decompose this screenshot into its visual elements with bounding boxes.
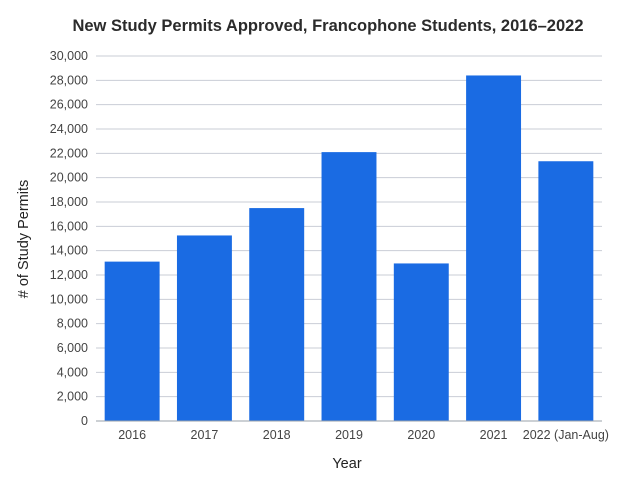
y-tick-label: 14,000 [50,244,88,258]
y-tick-label: 6,000 [57,341,88,355]
y-tick-label: 8,000 [57,317,88,331]
y-tick-label: 4,000 [57,365,88,379]
bar-2022 [538,161,594,421]
y-axis-ticks: 0 2,000 4,000 6,000 8,000 10,000 12,000 14,000 1… [50,49,88,428]
bars [104,75,594,421]
bar-2017 [176,235,232,421]
x-tick-label: 2018 [263,428,291,442]
y-tick-label: 26,000 [50,98,88,112]
chart-title: New Study Permits Approved, Francophone … [72,17,583,35]
bar-2019 [321,152,377,421]
x-axis-ticks: 2016 2017 2018 2019 2020 2021 2022 (Jan-Aug) [118,428,609,442]
y-tick-label: 24,000 [50,122,88,136]
x-tick-label: 2020 [407,428,435,442]
y-axis-label: # of Study Permits [16,180,32,298]
x-tick-label: 2021 [480,428,508,442]
y-tick-label: 16,000 [50,219,88,233]
y-tick-label: 12,000 [50,268,88,282]
x-tick-label: 2016 [118,428,146,442]
bar-2018 [249,208,305,421]
y-tick-label: 30,000 [50,49,88,63]
y-tick-label: 0 [81,414,88,428]
x-tick-label: 2017 [191,428,219,442]
x-tick-label: 2019 [335,428,363,442]
x-axis-label: Year [332,456,361,472]
y-tick-label: 20,000 [50,171,88,185]
y-tick-label: 28,000 [50,73,88,87]
y-tick-label: 10,000 [50,292,88,306]
y-tick-label: 2,000 [57,390,88,404]
bar-2020 [393,263,449,421]
bar-2021 [466,75,522,421]
y-tick-label: 18,000 [50,195,88,209]
y-tick-label: 22,000 [50,146,88,160]
bar-2016 [104,261,160,421]
x-tick-label: 2022 (Jan-Aug) [523,428,609,442]
